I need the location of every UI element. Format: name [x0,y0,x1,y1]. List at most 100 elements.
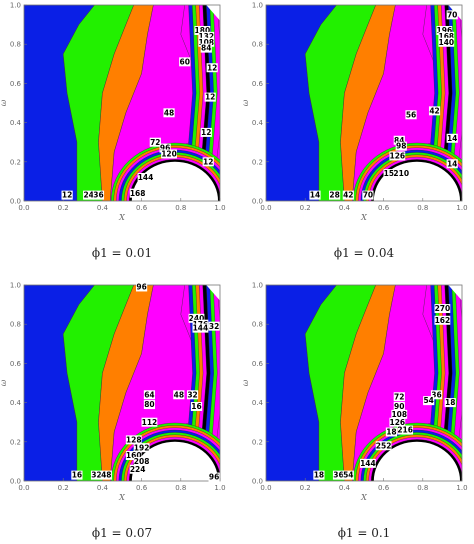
contour-label: 16 [72,471,82,480]
contour-label-box [83,190,95,200]
contour-label-box [200,127,212,137]
contour-label-box [375,441,392,451]
y-tick-label: 0.6 [252,80,264,88]
contour-label-box [204,92,216,102]
contour-label-box [192,323,209,333]
panel-caption: ϕ1 = 0.1 [338,526,391,540]
y-tick-label: 0.6 [252,360,264,368]
contour-label: 140 [438,38,454,47]
contour-label: 14 [447,159,457,168]
contour-label: 16 [191,402,201,411]
contour-label-box [173,390,185,400]
contour-label-box [90,470,103,480]
domain-cutout [373,441,461,481]
contour-label-box [362,190,374,200]
contour-label-box [141,417,158,427]
contour-label-box [385,427,398,437]
contour-label: 210 [393,169,409,178]
contour-label-box [391,409,408,419]
contour-label-box [125,451,142,461]
contour-label: 60 [180,57,190,66]
contour-panel: 0.0 0.2 0.4 0.6 0.8 1.0 0.0 0.2 0.4 0.6 0.8 1.0 Xω 27… [241,282,468,541]
domain-cutout [448,285,462,301]
contour-label-box [149,137,161,147]
contour-label-box [159,143,171,153]
contour-label: 54 [343,471,353,480]
contour-label: 108 [391,410,407,419]
contour-label-box [438,37,455,47]
contour-label: 96 [209,473,219,482]
panel-caption: ϕ1 = 0.04 [334,246,395,260]
contour-label: 32 [91,471,101,480]
x-tick-label: 0.2 [300,204,311,212]
contour-label-box [434,304,451,314]
y-tick-label: 0.8 [252,41,263,49]
contour-label: 70 [363,191,373,200]
contour-label: 12 [207,63,217,72]
contour-label: 36 [333,471,343,480]
contour-label: 126 [389,152,405,161]
contour-label: 252 [376,441,392,450]
contour-label: 180 [195,26,211,35]
panel-caption: ϕ1 = 0.01 [92,246,152,260]
x-tick-label: 0.2 [300,484,311,492]
y-axis-label: ω [241,99,250,106]
x-tick-label: 0.0 [18,484,29,492]
contour-label-box [438,31,455,41]
x-tick-label: 0.8 [175,204,186,212]
contour-label-box [194,25,211,35]
contour-label: 216 [397,426,413,435]
contour-label: 18 [314,471,324,480]
contour-label: 96 [160,144,170,153]
contour-label: 24 [83,191,93,200]
contour-label: 168 [130,189,146,198]
contour-label-box [395,141,407,151]
contour-label: 36 [93,191,103,200]
contour-label: 64 [144,390,154,399]
x-tick-label: 0.0 [260,204,271,212]
x-axis-label: X [118,493,125,502]
contour-label-box [434,315,451,325]
contour-label-box [405,110,417,120]
y-tick-label: 0.4 [252,119,264,127]
contour-label: 36 [431,390,441,399]
contour-label: 72 [150,138,160,147]
y-tick-label: 0.8 [10,321,21,329]
contour-label-box [329,190,341,200]
y-tick-label: 0.6 [10,360,22,368]
contour-label: 32 [209,322,219,331]
y-tick-label: 0.0 [252,478,263,486]
plot-frame [23,284,221,482]
contour-label-box [200,43,212,53]
y-tick-label: 0.2 [252,158,263,166]
y-tick-label: 0.2 [10,438,21,446]
contour-label: 42 [343,191,353,200]
contour-label: 98 [396,142,406,151]
contour-label-box [188,313,205,323]
contour-label: 48 [101,471,111,480]
contour-label-box [143,390,156,400]
contour-label-box [129,188,146,198]
contour-label: 126 [389,418,405,427]
contour-label: 168 [438,32,454,41]
contour-label: 160 [126,451,142,460]
x-tick-label: 0.4 [339,204,351,212]
contour-label-box [393,402,405,412]
contour-label: 132 [198,32,214,41]
contour-label: 12 [203,157,213,166]
x-tick-label: 0.6 [378,204,390,212]
domain-cutout [206,285,220,301]
contour-label-box [92,190,105,200]
contour-label: 240 [189,314,205,323]
y-tick-label: 0.4 [10,119,22,127]
contour-label-box [208,321,220,331]
y-tick-label: 1.0 [252,282,263,290]
contour-label: 90 [394,402,404,411]
contour-label: 48 [174,390,184,399]
contour-label: 192 [134,443,150,452]
contour-label-box [446,10,458,20]
contour-label: 42 [429,106,439,115]
contour-label: 208 [134,457,150,466]
plot-frame [23,4,221,202]
x-tick-label: 0.0 [18,204,29,212]
